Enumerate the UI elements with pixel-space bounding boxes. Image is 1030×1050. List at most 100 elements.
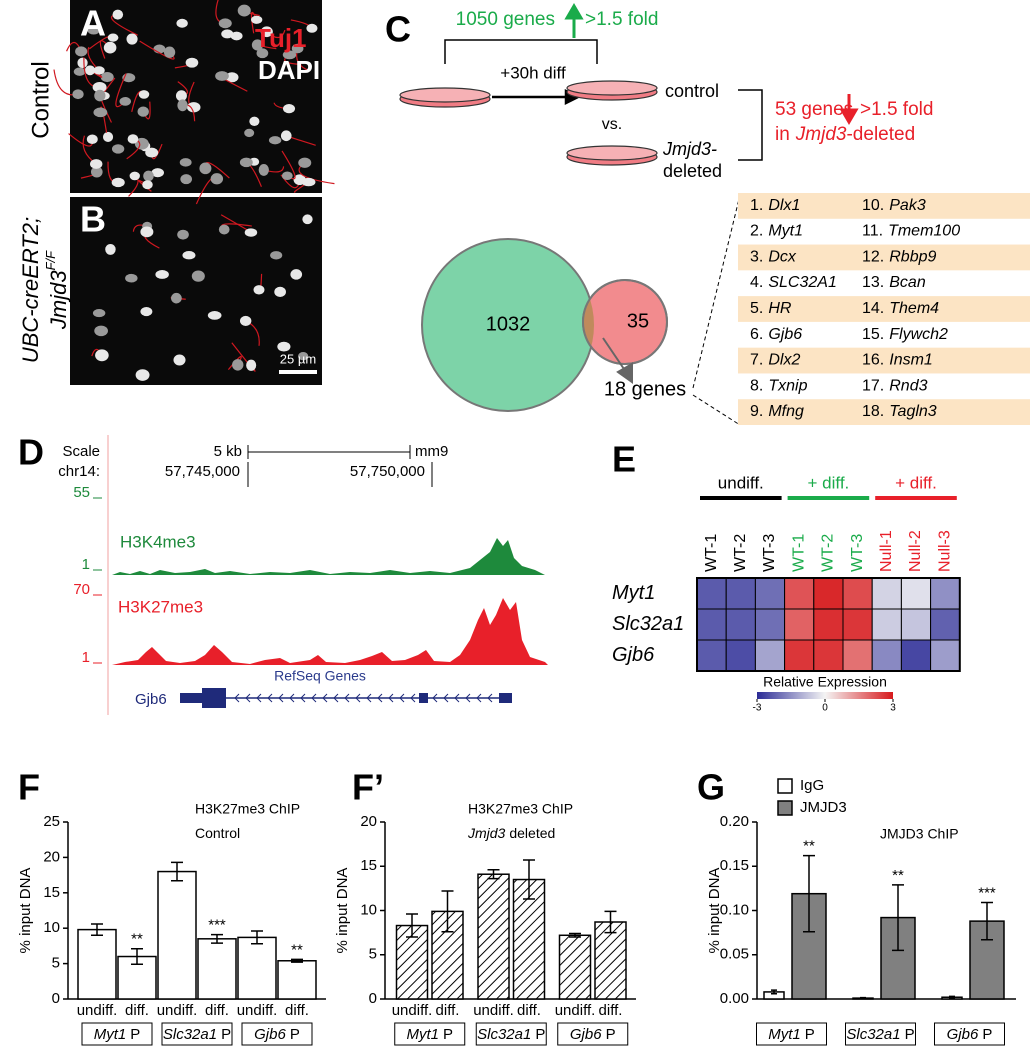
nucleus bbox=[306, 23, 318, 33]
error-bar bbox=[91, 923, 103, 937]
chevron bbox=[344, 693, 350, 703]
panel-label: A bbox=[80, 3, 106, 44]
column-label: WT-3 bbox=[849, 534, 866, 572]
nucleus bbox=[95, 349, 109, 362]
nucleus bbox=[84, 65, 96, 76]
gene-rank: 4. bbox=[750, 274, 763, 291]
heat-cell bbox=[813, 608, 844, 641]
significance: ** bbox=[892, 867, 904, 884]
gene-entry: 13. Bcan bbox=[862, 274, 926, 291]
track-name: H3K27me3 bbox=[118, 597, 203, 616]
stain-label: DAPI bbox=[258, 55, 320, 85]
x-tick-label: undiff. bbox=[473, 1002, 514, 1019]
gene-rank: 6. bbox=[750, 326, 763, 343]
track-max: 55 bbox=[73, 484, 90, 501]
group-box bbox=[557, 1022, 629, 1046]
significance: *** bbox=[978, 885, 996, 902]
column-label: Null-1 bbox=[878, 530, 895, 572]
genotype-gene: Jmjd3 bbox=[46, 270, 71, 330]
gene-rank: 13. bbox=[862, 274, 884, 291]
annotation: Control bbox=[195, 825, 240, 841]
y-tick-label: 0 bbox=[52, 990, 60, 1007]
nucleus bbox=[282, 50, 297, 60]
heat-cell bbox=[784, 639, 815, 672]
gene-rank: 1. bbox=[750, 197, 763, 214]
error-bar bbox=[569, 932, 581, 938]
gene-model bbox=[180, 688, 512, 708]
chevron bbox=[366, 693, 372, 703]
dishes bbox=[399, 80, 658, 166]
up-count: 1050 genes bbox=[456, 9, 555, 30]
overlap-label: 18 genes bbox=[604, 378, 686, 400]
nucleus bbox=[112, 9, 124, 20]
assembly: mm9 bbox=[415, 443, 448, 460]
nucleus bbox=[239, 315, 252, 326]
nucleus bbox=[94, 89, 106, 102]
colorbar-tick-label: 3 bbox=[890, 703, 896, 714]
nucleus bbox=[221, 29, 234, 39]
panel-label: G bbox=[697, 767, 725, 808]
nucleus bbox=[185, 57, 199, 68]
nucleus bbox=[249, 116, 260, 126]
annotation: H3K27me3 ChIP bbox=[468, 801, 573, 817]
nucleus bbox=[215, 71, 229, 81]
nucleus bbox=[127, 134, 139, 144]
nucleus bbox=[87, 25, 100, 35]
legend-swatch bbox=[777, 778, 793, 794]
bracket bbox=[738, 89, 763, 161]
x-tick-label: diff. bbox=[517, 1002, 541, 1019]
gene-entry: 11. Tmem100 bbox=[862, 223, 960, 240]
significance: ** bbox=[291, 941, 303, 958]
nucleus bbox=[129, 171, 140, 181]
y-tick-label: 20 bbox=[360, 813, 377, 830]
x-tick-label: undiff. bbox=[392, 1002, 433, 1019]
group-suffix: P bbox=[805, 1026, 815, 1043]
column-label: Null-2 bbox=[907, 530, 924, 572]
gene-entry: 18. Tagln3 bbox=[862, 403, 937, 420]
chevron bbox=[432, 693, 438, 703]
nucleus bbox=[179, 158, 192, 167]
nucleus bbox=[155, 270, 169, 279]
nucleus bbox=[176, 18, 188, 28]
table-row bbox=[738, 244, 1030, 271]
heat-cell bbox=[696, 639, 727, 672]
group-box bbox=[845, 1022, 916, 1046]
gene-name: Dlx2 bbox=[768, 352, 800, 369]
nucleus bbox=[75, 46, 88, 57]
nucleus bbox=[145, 147, 159, 158]
position: 57,750,000 bbox=[350, 463, 425, 480]
heatmap-border bbox=[696, 577, 961, 672]
y-tick-label: 10 bbox=[360, 901, 377, 918]
y-axis-label: % input DNA bbox=[334, 868, 351, 954]
nucleus bbox=[177, 99, 188, 112]
down-gene: Jmjd3 bbox=[795, 124, 847, 145]
column-label: WT-2 bbox=[820, 534, 837, 572]
error-bar bbox=[771, 989, 777, 995]
group-label: Myt1 P bbox=[406, 1026, 453, 1043]
column-label: WT-1 bbox=[790, 534, 807, 572]
gene-table: 1. Dlx1 2. Myt1 3. Dcx 4. SLC32A1 5. HR 6. Gjb6 7. Dl… bbox=[738, 193, 1030, 425]
nucleus bbox=[298, 351, 309, 361]
row-label: Myt1 bbox=[612, 582, 655, 604]
nucleus bbox=[163, 46, 176, 58]
group-gene: Myt1 bbox=[768, 1026, 801, 1043]
nucleus bbox=[218, 18, 232, 29]
x-tick-label: undiff. bbox=[555, 1002, 596, 1019]
error-bar bbox=[441, 890, 454, 933]
nucleus bbox=[142, 180, 153, 190]
gene-rank: 9. bbox=[750, 403, 763, 420]
significance: ** bbox=[131, 931, 143, 948]
gene-entry: 12. Rbbp9 bbox=[862, 249, 937, 266]
error-bar bbox=[171, 861, 183, 882]
group-suffix: P bbox=[130, 1026, 140, 1043]
bar bbox=[594, 921, 627, 1000]
nucleus bbox=[260, 26, 273, 38]
gene-entry: 5. HR bbox=[750, 300, 792, 317]
heat-cell bbox=[900, 577, 932, 610]
gene-entry: 4. SLC32A1 bbox=[750, 274, 837, 291]
heat-cell bbox=[696, 577, 727, 610]
gene-name: Insm1 bbox=[889, 352, 933, 369]
scale-label: Scale bbox=[62, 443, 100, 460]
chevron bbox=[399, 693, 405, 703]
gene-label: Gjb6 bbox=[135, 691, 167, 708]
